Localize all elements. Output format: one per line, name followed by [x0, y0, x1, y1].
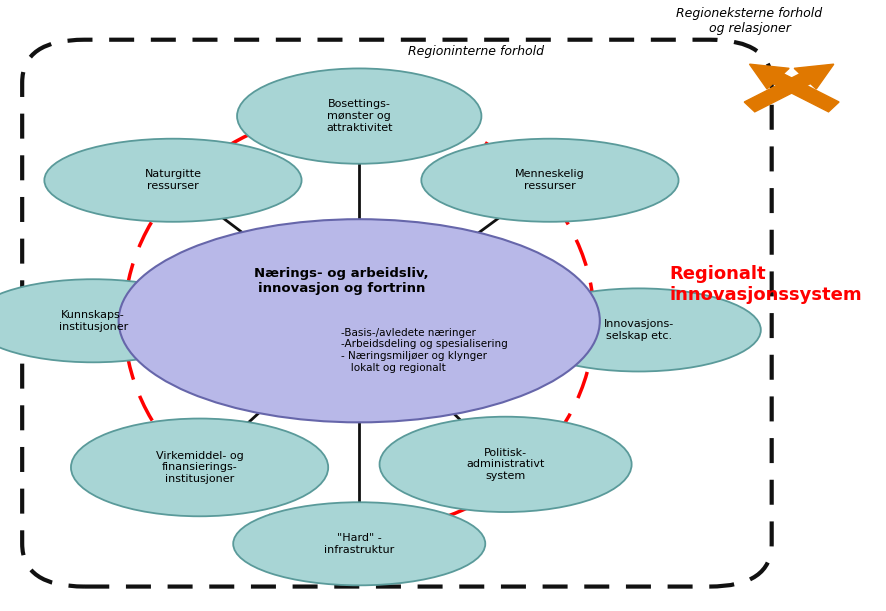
Ellipse shape [119, 219, 599, 422]
Text: Nærings- og arbeidsliv,
innovasjon og fortrinn: Nærings- og arbeidsliv, innovasjon og fo… [254, 267, 428, 295]
Ellipse shape [421, 139, 678, 222]
Text: Politisk-
administrativt
system: Politisk- administrativt system [466, 448, 544, 481]
Text: Regioneksterne forhold
og relasjoner: Regioneksterne forhold og relasjoner [676, 7, 821, 35]
Text: "Hard" -
infrastruktur: "Hard" - infrastruktur [323, 533, 394, 555]
FancyArrow shape [743, 64, 833, 112]
Text: Regionalt
innovasjonssystem: Regionalt innovasjonssystem [669, 265, 861, 304]
Text: Kunnskaps-
institusjoner: Kunnskaps- institusjoner [58, 310, 128, 332]
Ellipse shape [379, 417, 631, 512]
Ellipse shape [44, 139, 301, 222]
Text: Menneskelig
ressurser: Menneskelig ressurser [515, 169, 584, 191]
Ellipse shape [516, 288, 760, 371]
FancyArrow shape [749, 64, 838, 112]
Text: Bosettings-
mønster og
attraktivitet: Bosettings- mønster og attraktivitet [326, 100, 392, 133]
Ellipse shape [233, 502, 485, 585]
Ellipse shape [71, 419, 328, 516]
Text: -Basis-/avledete næringer
-Arbeidsdeling og spesialisering
- Næringsmiljøer og k: -Basis-/avledete næringer -Arbeidsdeling… [341, 327, 508, 373]
Text: Innovasjons-
selskap etc.: Innovasjons- selskap etc. [602, 319, 673, 341]
Text: Regioninterne forhold: Regioninterne forhold [408, 45, 543, 59]
Ellipse shape [0, 279, 215, 362]
Ellipse shape [237, 68, 481, 164]
Text: Naturgitte
ressurser: Naturgitte ressurser [144, 169, 201, 191]
Text: Virkemiddel- og
finansierings-
institusjoner: Virkemiddel- og finansierings- institusj… [156, 451, 243, 484]
